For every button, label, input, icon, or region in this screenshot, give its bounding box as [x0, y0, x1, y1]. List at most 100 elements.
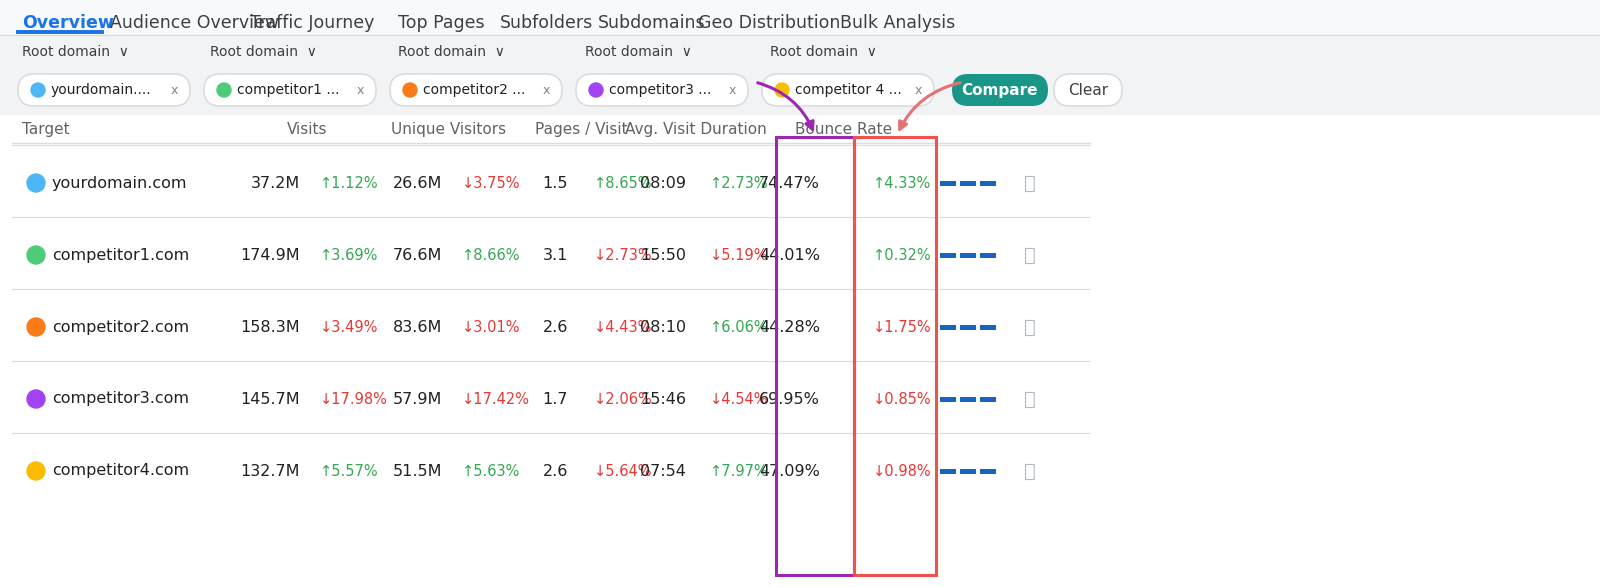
Text: 1.7: 1.7 [542, 392, 568, 407]
Text: ⧉: ⧉ [1024, 461, 1035, 481]
Text: Target: Target [22, 122, 70, 137]
Bar [979, 325, 995, 329]
Bar [776, 137, 854, 575]
Text: Overview: Overview [22, 14, 114, 32]
FancyBboxPatch shape [576, 74, 749, 106]
Text: 74.47%: 74.47% [758, 176, 819, 191]
Text: Unique Visitors: Unique Visitors [392, 122, 507, 137]
Text: ↓2.73%: ↓2.73% [594, 248, 653, 262]
Bar [0, 0, 1600, 47]
Text: Bulk Analysis: Bulk Analysis [840, 14, 955, 32]
Text: ↑5.63%: ↑5.63% [462, 464, 520, 478]
Text: ↑8.65%: ↑8.65% [594, 176, 653, 191]
Text: ⧉: ⧉ [1024, 318, 1035, 336]
Text: 44.28%: 44.28% [758, 319, 819, 335]
Text: ↑0.32%: ↑0.32% [874, 248, 931, 262]
Bar [0, 35, 1600, 117]
Bar [979, 396, 995, 402]
Text: ↑5.57%: ↑5.57% [320, 464, 379, 478]
Text: Root domain  ∨: Root domain ∨ [210, 45, 317, 59]
Text: Top Pages: Top Pages [398, 14, 485, 32]
Text: x: x [357, 83, 363, 96]
Text: ⧉: ⧉ [1024, 245, 1035, 265]
Text: ↑4.33%: ↑4.33% [874, 176, 931, 191]
Text: 174.9M: 174.9M [240, 248, 301, 262]
Text: Compare: Compare [962, 83, 1038, 97]
Text: ↑7.97%: ↑7.97% [710, 464, 768, 478]
Text: Subfolders: Subfolders [499, 14, 594, 32]
Bar [960, 325, 976, 329]
Text: ↓3.01%: ↓3.01% [462, 319, 520, 335]
Text: competitor 4 ...: competitor 4 ... [795, 83, 902, 97]
Text: 08:10: 08:10 [640, 319, 686, 335]
Bar [941, 325, 957, 329]
Text: competitor1 ...: competitor1 ... [237, 83, 339, 97]
Text: 2.6: 2.6 [542, 319, 568, 335]
Text: 15:50: 15:50 [640, 248, 686, 262]
Text: Bounce Rate: Bounce Rate [795, 122, 893, 137]
Text: 37.2M: 37.2M [251, 176, 301, 191]
Bar [960, 252, 976, 258]
Text: 3.1: 3.1 [542, 248, 568, 262]
Bar [960, 468, 976, 474]
Text: Subdomains: Subdomains [598, 14, 706, 32]
Text: 145.7M: 145.7M [240, 392, 301, 407]
Text: ↓0.85%: ↓0.85% [874, 392, 931, 407]
Text: ↓3.75%: ↓3.75% [462, 176, 520, 191]
Bar [979, 468, 995, 474]
Text: 26.6M: 26.6M [392, 176, 442, 191]
Text: ↓1.75%: ↓1.75% [874, 319, 931, 335]
Text: 158.3M: 158.3M [240, 319, 301, 335]
Text: ↑1.12%: ↑1.12% [320, 176, 379, 191]
Text: ↓5.19%: ↓5.19% [710, 248, 768, 262]
Text: 44.01%: 44.01% [758, 248, 819, 262]
Text: x: x [728, 83, 736, 96]
Circle shape [27, 246, 45, 264]
Text: x: x [542, 83, 550, 96]
Circle shape [27, 318, 45, 336]
Text: 69.95%: 69.95% [758, 392, 819, 407]
Bar [979, 252, 995, 258]
Text: Traffic Journey: Traffic Journey [250, 14, 374, 32]
Text: x: x [170, 83, 178, 96]
Text: 47.09%: 47.09% [758, 464, 819, 478]
Text: 07:54: 07:54 [640, 464, 686, 478]
Circle shape [218, 83, 230, 97]
Circle shape [27, 462, 45, 480]
Text: competitor2.com: competitor2.com [51, 319, 189, 335]
Text: ⧉: ⧉ [1024, 390, 1035, 409]
Text: 83.6M: 83.6M [392, 319, 442, 335]
Bar [960, 396, 976, 402]
Circle shape [774, 83, 789, 97]
Circle shape [589, 83, 603, 97]
FancyBboxPatch shape [205, 74, 376, 106]
Text: ↓5.64%: ↓5.64% [594, 464, 653, 478]
Text: 1.5: 1.5 [542, 176, 568, 191]
Bar [941, 252, 957, 258]
Text: yourdomain.com: yourdomain.com [51, 176, 187, 191]
Text: Root domain  ∨: Root domain ∨ [586, 45, 691, 59]
Text: competitor1.com: competitor1.com [51, 248, 189, 262]
Text: Audience Overview: Audience Overview [110, 14, 278, 32]
Text: competitor3 ...: competitor3 ... [610, 83, 712, 97]
Text: 76.6M: 76.6M [392, 248, 442, 262]
Bar [941, 468, 957, 474]
Text: ↓17.98%: ↓17.98% [320, 392, 387, 407]
FancyBboxPatch shape [952, 74, 1048, 106]
Bar [979, 180, 995, 185]
FancyBboxPatch shape [18, 74, 190, 106]
Text: ↑2.73%: ↑2.73% [710, 176, 768, 191]
FancyBboxPatch shape [762, 74, 934, 106]
Bar [941, 396, 957, 402]
Text: Clear: Clear [1067, 83, 1109, 97]
Text: ↓17.42%: ↓17.42% [462, 392, 530, 407]
Text: Root domain  ∨: Root domain ∨ [398, 45, 506, 59]
Bar [0, 115, 1600, 587]
Text: ↑8.66%: ↑8.66% [462, 248, 520, 262]
Bar [960, 180, 976, 185]
FancyBboxPatch shape [390, 74, 562, 106]
Text: ↓4.43%: ↓4.43% [594, 319, 653, 335]
Circle shape [30, 83, 45, 97]
Text: ⧉: ⧉ [1024, 174, 1035, 193]
Text: competitor2 ...: competitor2 ... [422, 83, 525, 97]
